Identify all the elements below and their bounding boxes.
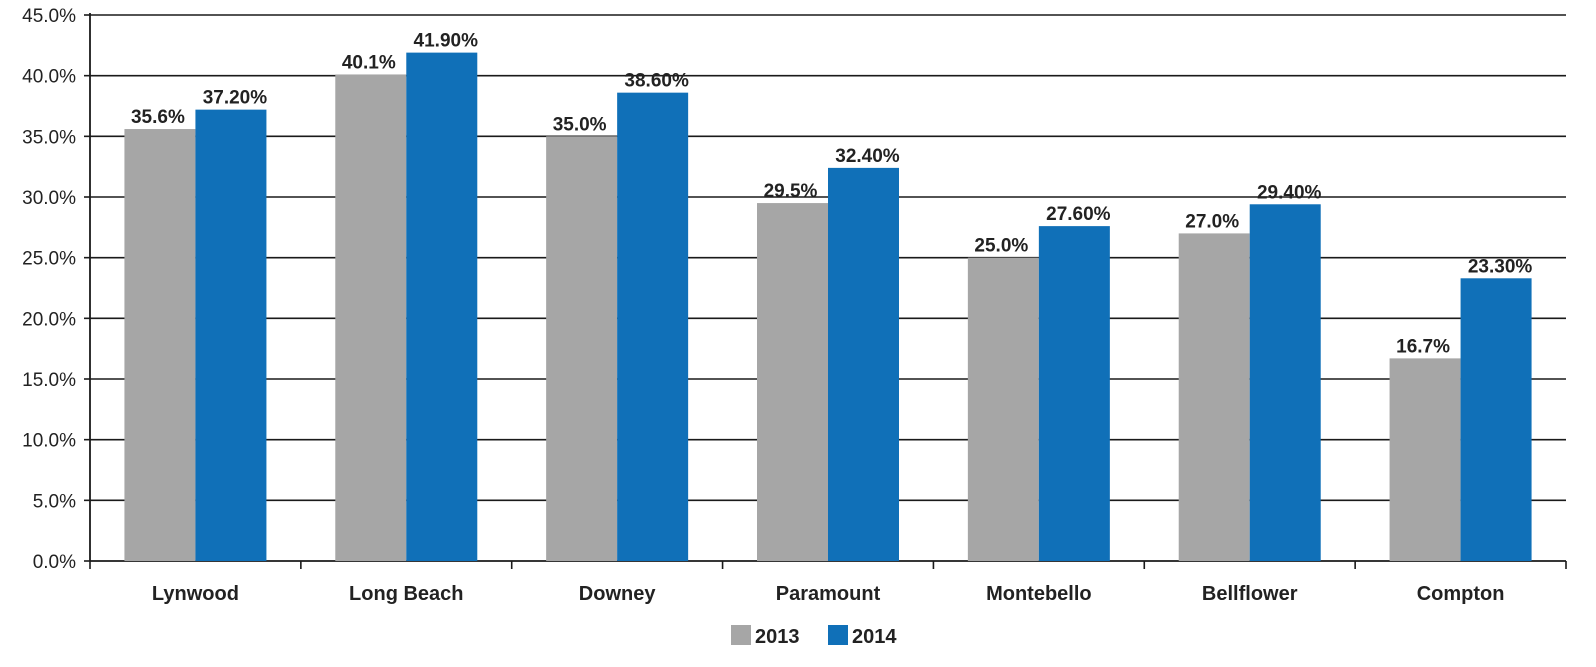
data-label: 16.7% (1396, 336, 1450, 357)
data-label: 29.40% (1257, 182, 1322, 203)
data-label: 27.0% (1185, 211, 1239, 232)
legend-label-2014: 2014 (852, 626, 897, 648)
y-tick-label: 0.0% (33, 552, 76, 573)
x-category-label: Paramount (776, 583, 881, 605)
data-label: 40.1% (342, 52, 396, 73)
data-label: 23.30% (1468, 256, 1533, 277)
bar-2013-montebello (967, 257, 1039, 561)
bar-2014-lynwood (195, 109, 267, 561)
x-category-label: Lynwood (152, 583, 239, 605)
bar-2014-montebello (1038, 226, 1110, 561)
bar-2013-downey (546, 136, 618, 562)
bar-2013-lynwood (124, 129, 196, 561)
y-tick-label: 5.0% (33, 491, 76, 512)
axes: 0.0% 5.0% 10.0% 15.0% 20.0% 25.0% 30.0% 35.0% 40… (22, 6, 1567, 605)
bar-2014-paramount (828, 167, 899, 561)
x-category-label: Montebello (986, 583, 1092, 605)
y-tick-label: 20.0% (22, 309, 76, 330)
bar-2014-bellflower (1249, 204, 1321, 561)
legend: 2013 2014 (731, 625, 897, 648)
bar-2013-long-beach (335, 74, 407, 561)
legend-swatch-2014 (828, 625, 848, 645)
data-label: 27.60% (1046, 204, 1111, 225)
data-label: 29.5% (764, 181, 818, 202)
bars (124, 52, 1532, 562)
data-label: 38.60% (624, 71, 689, 92)
data-label: 25.0% (974, 236, 1028, 257)
data-label: 35.0% (553, 114, 607, 135)
data-label: 32.40% (835, 146, 900, 167)
data-label: 41.90% (414, 31, 479, 52)
data-label: 35.6% (131, 107, 185, 128)
y-tick-label: 25.0% (22, 249, 76, 270)
data-labels: 35.6% 37.20% 40.1% 41.90% 35.0% 38.60% 29.5% 32… (131, 31, 1532, 358)
x-category-label: Bellflower (1202, 583, 1298, 605)
x-category-label: Downey (579, 583, 657, 605)
legend-swatch-2013 (731, 625, 751, 645)
y-tick-label: 45.0% (22, 6, 76, 27)
x-category-label: Compton (1417, 583, 1505, 605)
bar-2014-long-beach (406, 52, 478, 561)
y-tick-label: 10.0% (22, 431, 76, 452)
bar-2013-bellflower (1178, 233, 1250, 561)
y-tick-label: 15.0% (22, 370, 76, 391)
bar-2013-paramount (757, 203, 828, 562)
x-category-label: Long Beach (349, 583, 463, 605)
y-tick-label: 40.0% (22, 67, 76, 88)
bar-2014-downey (617, 92, 689, 562)
y-tick-label: 35.0% (22, 127, 76, 148)
y-tick-label: 30.0% (22, 188, 76, 209)
legend-label-2013: 2013 (755, 626, 800, 648)
bar-2014-compton (1460, 278, 1532, 561)
bar-2013-compton (1389, 358, 1461, 561)
data-label: 37.20% (203, 88, 268, 109)
